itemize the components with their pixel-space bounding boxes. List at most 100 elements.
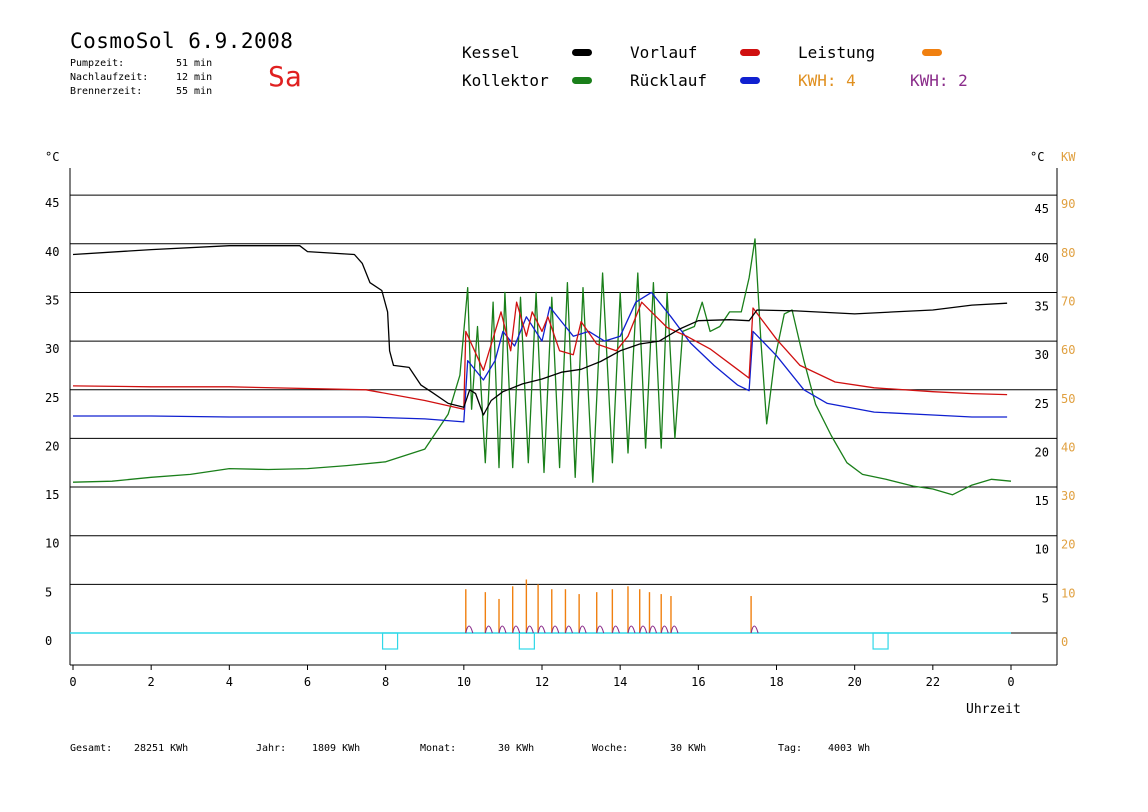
y-tick-label-left: 20 — [45, 439, 59, 453]
legend-kessel-swatch — [572, 49, 592, 56]
y-tick-label-right: 30 — [1035, 348, 1049, 362]
y-tick-label-left: 25 — [45, 391, 59, 405]
y-tick-label-right: 20 — [1035, 445, 1049, 459]
x-tick-label: 14 — [613, 675, 627, 689]
y-tick-label-left: 0 — [45, 634, 52, 648]
kw-tick-label: 40 — [1061, 440, 1075, 454]
series-line-vorlauf — [72, 301, 1008, 410]
pump-label: Pumpzeit: — [70, 58, 125, 69]
kwh-bump — [498, 625, 507, 634]
kw-axis-unit: KW — [1061, 150, 1076, 164]
kwh-bump — [564, 625, 573, 634]
footer-monat-label: Monat: — [420, 743, 457, 754]
weekday-label: Sa — [268, 60, 302, 93]
footer-jahr-value: 1809 KWh — [312, 743, 361, 754]
axis-layer — [69, 168, 1058, 670]
footer-tag-label: Tag: — [778, 743, 803, 754]
nachlauf-label: Nachlaufzeit: — [70, 72, 149, 83]
kw-tick-label: 60 — [1061, 343, 1075, 357]
kwh-bump — [465, 625, 474, 634]
kwh-bump — [750, 625, 759, 634]
x-tick-label: 2 — [148, 675, 155, 689]
y-tick-label-left: 30 — [45, 342, 59, 356]
pump-marker — [518, 632, 535, 650]
x-tick-label: 20 — [847, 675, 861, 689]
kw-tick-label: 80 — [1061, 246, 1075, 260]
kwh-bump — [648, 625, 658, 634]
y-tick-label-right: 25 — [1035, 397, 1049, 411]
pump-marker — [872, 632, 889, 650]
series-line-ruecklauf — [73, 291, 1008, 423]
footer-jahr-label: Jahr: — [256, 743, 287, 754]
kwh-bump — [537, 625, 546, 634]
legend-ruecklauf-swatch — [740, 77, 760, 84]
chart-title: CosmoSol 6.9.2008 — [70, 29, 294, 53]
kw-tick-label: 20 — [1061, 538, 1075, 552]
kwh-bump — [578, 625, 587, 634]
x-tick-label: 4 — [226, 675, 233, 689]
y-tick-label-left: 35 — [45, 293, 59, 307]
kw-tick-label: 50 — [1061, 392, 1075, 406]
series-line-kollektor — [72, 238, 1012, 496]
y-axis-unit-right: °C — [1030, 150, 1045, 164]
legend-vorlauf: Vorlauf — [630, 43, 698, 62]
y-tick-label-left: 45 — [45, 196, 59, 210]
kw-tick-label: 90 — [1061, 197, 1075, 211]
legend-vorlauf-swatch — [740, 49, 760, 56]
legend-leistung-swatch — [922, 49, 942, 56]
legend-ruecklauf: Rücklauf — [630, 71, 708, 90]
kwh-bump — [670, 625, 679, 634]
brenner-label: Brennerzeit: — [70, 86, 143, 97]
y-tick-label-left: 10 — [45, 537, 59, 551]
kwh-bump — [639, 625, 648, 634]
legend-kwh-2: KWH: 2 — [910, 71, 968, 90]
kwh-bump — [611, 625, 620, 634]
pump-marker — [381, 632, 399, 650]
x-tick-label: 6 — [304, 675, 311, 689]
x-tick-label: 0 — [69, 675, 76, 689]
x-tick-label: 10 — [457, 675, 471, 689]
x-tick-label: 0 — [1007, 675, 1014, 689]
y-tick-label-right: 10 — [1035, 543, 1049, 557]
kw-tick-label: 10 — [1061, 586, 1075, 600]
y-axis-unit-left: °C — [45, 150, 60, 164]
y-tick-label-right: 40 — [1035, 251, 1049, 265]
y-tick-label-right: 5 — [1042, 591, 1049, 605]
kwh-bump — [596, 625, 605, 634]
legend-kollektor: Kollektor — [462, 71, 549, 90]
y-tick-label-right: 15 — [1035, 494, 1049, 508]
brenner-value: 55 min — [176, 86, 213, 97]
x-tick-label: 8 — [382, 675, 389, 689]
legend-kollektor-swatch — [572, 77, 592, 84]
footer-monat-value: 30 KWh — [498, 743, 535, 754]
x-axis-label: Uhrzeit — [966, 702, 1021, 717]
x-tick-label: 16 — [691, 675, 705, 689]
y-tick-label-left: 40 — [45, 245, 59, 259]
footer-tag-value: 4003 Wh — [828, 743, 871, 754]
kwh-bump — [484, 625, 493, 634]
kw-tick-label: 30 — [1061, 489, 1075, 503]
x-tick-label: 12 — [535, 675, 549, 689]
footer-woche-value: 30 KWh — [670, 743, 707, 754]
kw-tick-label: 70 — [1061, 294, 1075, 308]
footer-gesamt-label: Gesamt: — [70, 743, 113, 754]
kw-tick-label: 0 — [1061, 635, 1068, 649]
x-tick-label: 18 — [769, 675, 783, 689]
nachlauf-value: 12 min — [176, 72, 213, 83]
kwh-bump — [627, 625, 636, 634]
series-line-kessel — [72, 245, 1008, 416]
legend-leistung: Leistung — [798, 43, 876, 62]
y-tick-label-right: 45 — [1035, 202, 1049, 216]
label-layer: 0 2 4 6 8 10 12 14 16 18 20 22 005101520253035404551… — [45, 196, 1075, 689]
pump-value: 51 min — [176, 58, 213, 69]
kwh-bump — [551, 625, 560, 634]
footer-woche-label: Woche: — [592, 743, 629, 754]
legend-kessel: Kessel — [462, 43, 520, 62]
series-layer — [72, 238, 1012, 650]
kwh-bump — [660, 625, 669, 634]
y-tick-label-left: 5 — [45, 585, 52, 599]
footer-gesamt-value: 28251 KWh — [134, 743, 189, 754]
kwh-bump — [512, 625, 521, 634]
y-tick-label-right: 35 — [1035, 299, 1049, 313]
y-tick-label-left: 15 — [45, 488, 59, 502]
